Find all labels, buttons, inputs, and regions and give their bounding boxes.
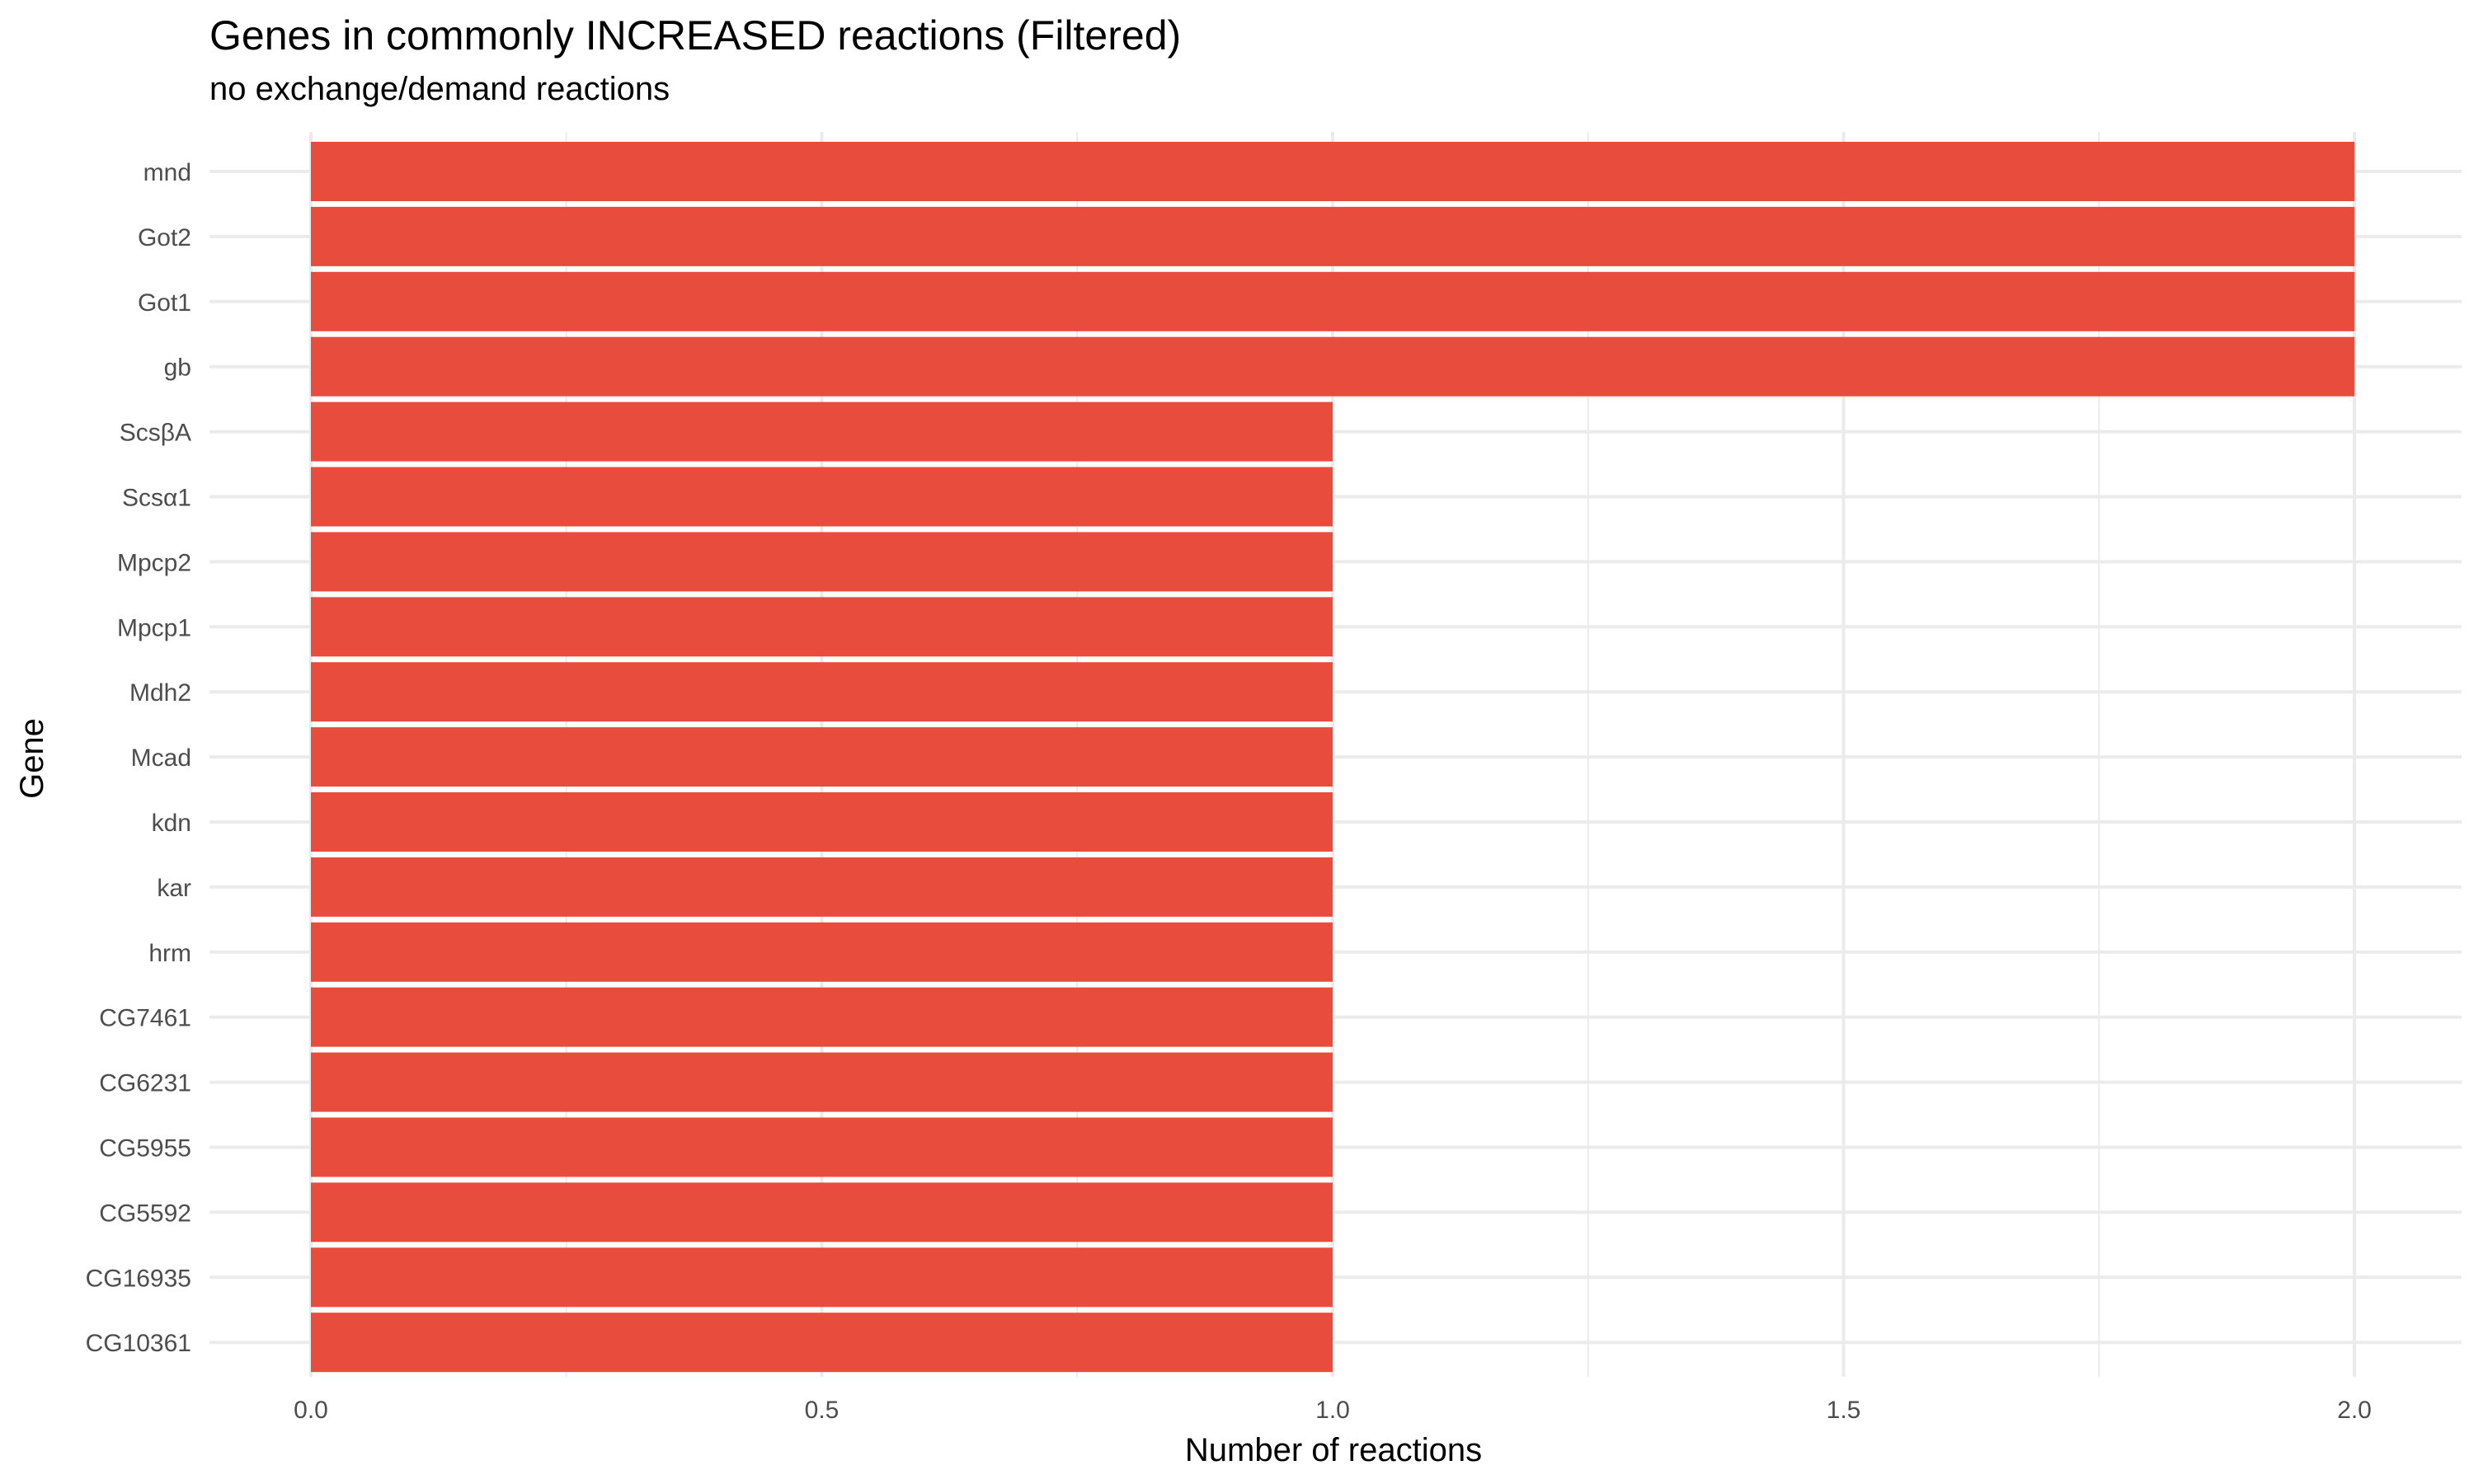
y-tick-label: Scsα1: [122, 485, 191, 512]
y-tick-label: Mdh2: [129, 679, 191, 707]
bar-CG16935: [311, 1247, 1333, 1308]
x-tick-label: 0.0: [294, 1397, 328, 1424]
bar-Got2: [311, 206, 2354, 266]
bar-Mpcp2: [311, 532, 1333, 592]
y-tick-label: kar: [157, 875, 191, 902]
bar-CG6231: [311, 1052, 1333, 1112]
y-tick-labels: mnd Got2 Got1 gb ScsβA Scsα1 Mpcp2 Mpcp1 Mdh2 Mca…: [86, 159, 191, 1357]
x-tick-labels: 0.0 0.5 1.0 1.5 2.0: [294, 1397, 2372, 1424]
y-tick-label: Got1: [138, 289, 191, 317]
y-tick-label: gb: [164, 355, 191, 382]
bar-CG10361: [311, 1313, 1333, 1373]
y-axis-title: Gene: [14, 718, 50, 799]
x-tick-label: 2.0: [2337, 1397, 2372, 1424]
x-tick-label: 0.5: [805, 1397, 840, 1424]
bar-Got1: [311, 271, 2354, 331]
bar-hrm: [311, 922, 1333, 982]
y-tick-label: kdn: [152, 810, 191, 837]
y-tick-label: Mpcp2: [117, 549, 191, 576]
bar-gb: [311, 336, 2354, 397]
y-tick-label: CG6231: [99, 1070, 191, 1097]
bar-mnd: [311, 142, 2354, 201]
y-tick-label: Got2: [138, 224, 191, 251]
bar-kar: [311, 857, 1333, 917]
y-tick-label: CG5955: [99, 1135, 191, 1162]
bar-kdn: [311, 792, 1333, 852]
bars: [311, 142, 2354, 1373]
y-tick-label: CG7461: [99, 1005, 191, 1032]
y-tick-label: CG16935: [86, 1265, 191, 1292]
bar-Mdh2: [311, 662, 1333, 722]
bar-CG5955: [311, 1117, 1333, 1177]
bar-CG5592: [311, 1182, 1333, 1242]
y-tick-label: hrm: [148, 940, 191, 967]
bar-Mcad: [311, 727, 1333, 787]
y-tick-label: mnd: [143, 159, 191, 186]
x-tick-label: 1.0: [1315, 1397, 1350, 1424]
x-axis-title: Number of reactions: [1185, 1432, 1482, 1468]
chart-subtitle: no exchange/demand reactions: [209, 71, 670, 107]
bar-CG7461: [311, 987, 1333, 1047]
y-tick-label: CG5592: [99, 1200, 191, 1227]
chart-title: Genes in commonly INCREASED reactions (F…: [209, 12, 1182, 59]
bar-Scsα1: [311, 467, 1333, 527]
bar-ScsβA: [311, 402, 1333, 462]
y-tick-label: Mpcp1: [117, 614, 191, 641]
y-tick-label: ScsβA: [120, 420, 191, 447]
y-tick-label: CG10361: [86, 1330, 191, 1357]
y-tick-label: Mcad: [131, 744, 191, 772]
x-tick-label: 1.5: [1827, 1397, 1861, 1424]
bar-Mpcp1: [311, 597, 1333, 657]
